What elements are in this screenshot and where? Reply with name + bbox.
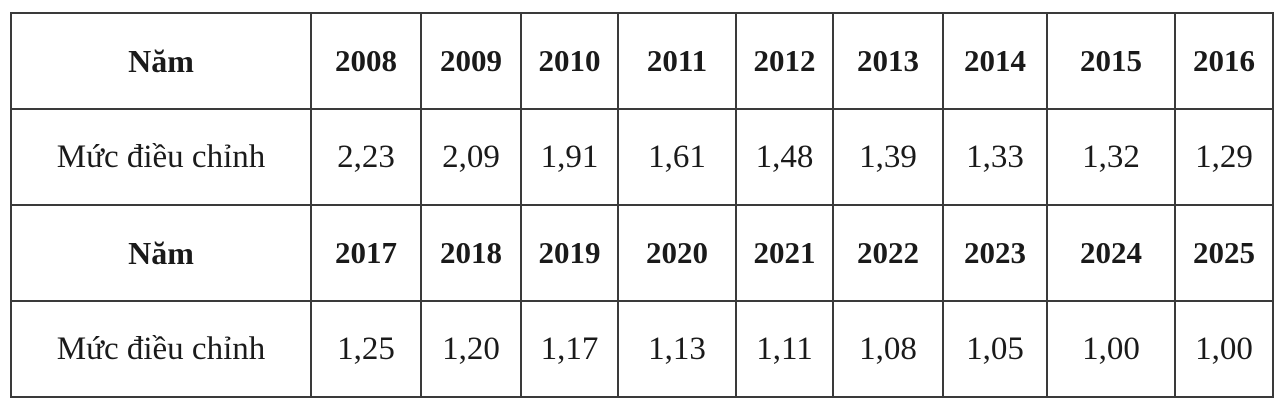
adjustment-cell: 1,39: [832, 108, 944, 206]
adjustment-cell: 1,00: [1174, 300, 1274, 398]
year-cell: 2018: [420, 204, 522, 302]
year-label: Năm: [10, 204, 312, 302]
year-cell: 2021: [735, 204, 834, 302]
adjustment-row-1: Mức điều chỉnh 2,23 2,09 1,91 1,61 1,48 …: [10, 108, 1274, 206]
adjustment-cell: 1,48: [735, 108, 834, 206]
adjustment-label: Mức điều chỉnh: [10, 108, 312, 206]
year-cell: 2011: [617, 12, 737, 110]
year-label: Năm: [10, 12, 312, 110]
adjustment-table: Năm 2008 2009 2010 2011 2012 2013 2014 2…: [10, 12, 1274, 398]
year-cell: 2017: [310, 204, 422, 302]
year-cell: 2024: [1046, 204, 1176, 302]
adjustment-cell: 1,08: [832, 300, 944, 398]
year-cell: 2022: [832, 204, 944, 302]
year-cell: 2023: [942, 204, 1048, 302]
year-cell: 2013: [832, 12, 944, 110]
adjustment-cell: 1,13: [617, 300, 737, 398]
adjustment-cell: 1,61: [617, 108, 737, 206]
year-cell: 2025: [1174, 204, 1274, 302]
adjustment-cell: 1,17: [520, 300, 619, 398]
adjustment-cell: 1,05: [942, 300, 1048, 398]
adjustment-cell: 1,20: [420, 300, 522, 398]
year-cell: 2009: [420, 12, 522, 110]
year-cell: 2014: [942, 12, 1048, 110]
adjustment-cell: 2,09: [420, 108, 522, 206]
year-row-2: Năm 2017 2018 2019 2020 2021 2022 2023 2…: [10, 204, 1274, 302]
adjustment-cell: 1,91: [520, 108, 619, 206]
adjustment-cell: 1,33: [942, 108, 1048, 206]
year-cell: 2019: [520, 204, 619, 302]
year-cell: 2020: [617, 204, 737, 302]
adjustment-cell: 1,00: [1046, 300, 1176, 398]
year-cell: 2012: [735, 12, 834, 110]
adjustment-cell: 1,29: [1174, 108, 1274, 206]
year-cell: 2015: [1046, 12, 1176, 110]
adjustment-cell: 1,25: [310, 300, 422, 398]
adjustment-row-2: Mức điều chỉnh 1,25 1,20 1,17 1,13 1,11 …: [10, 300, 1274, 398]
year-cell: 2008: [310, 12, 422, 110]
year-row-1: Năm 2008 2009 2010 2011 2012 2013 2014 2…: [10, 12, 1274, 110]
adjustment-cell: 1,32: [1046, 108, 1176, 206]
adjustment-cell: 2,23: [310, 108, 422, 206]
year-cell: 2016: [1174, 12, 1274, 110]
adjustment-label: Mức điều chỉnh: [10, 300, 312, 398]
adjustment-cell: 1,11: [735, 300, 834, 398]
year-cell: 2010: [520, 12, 619, 110]
